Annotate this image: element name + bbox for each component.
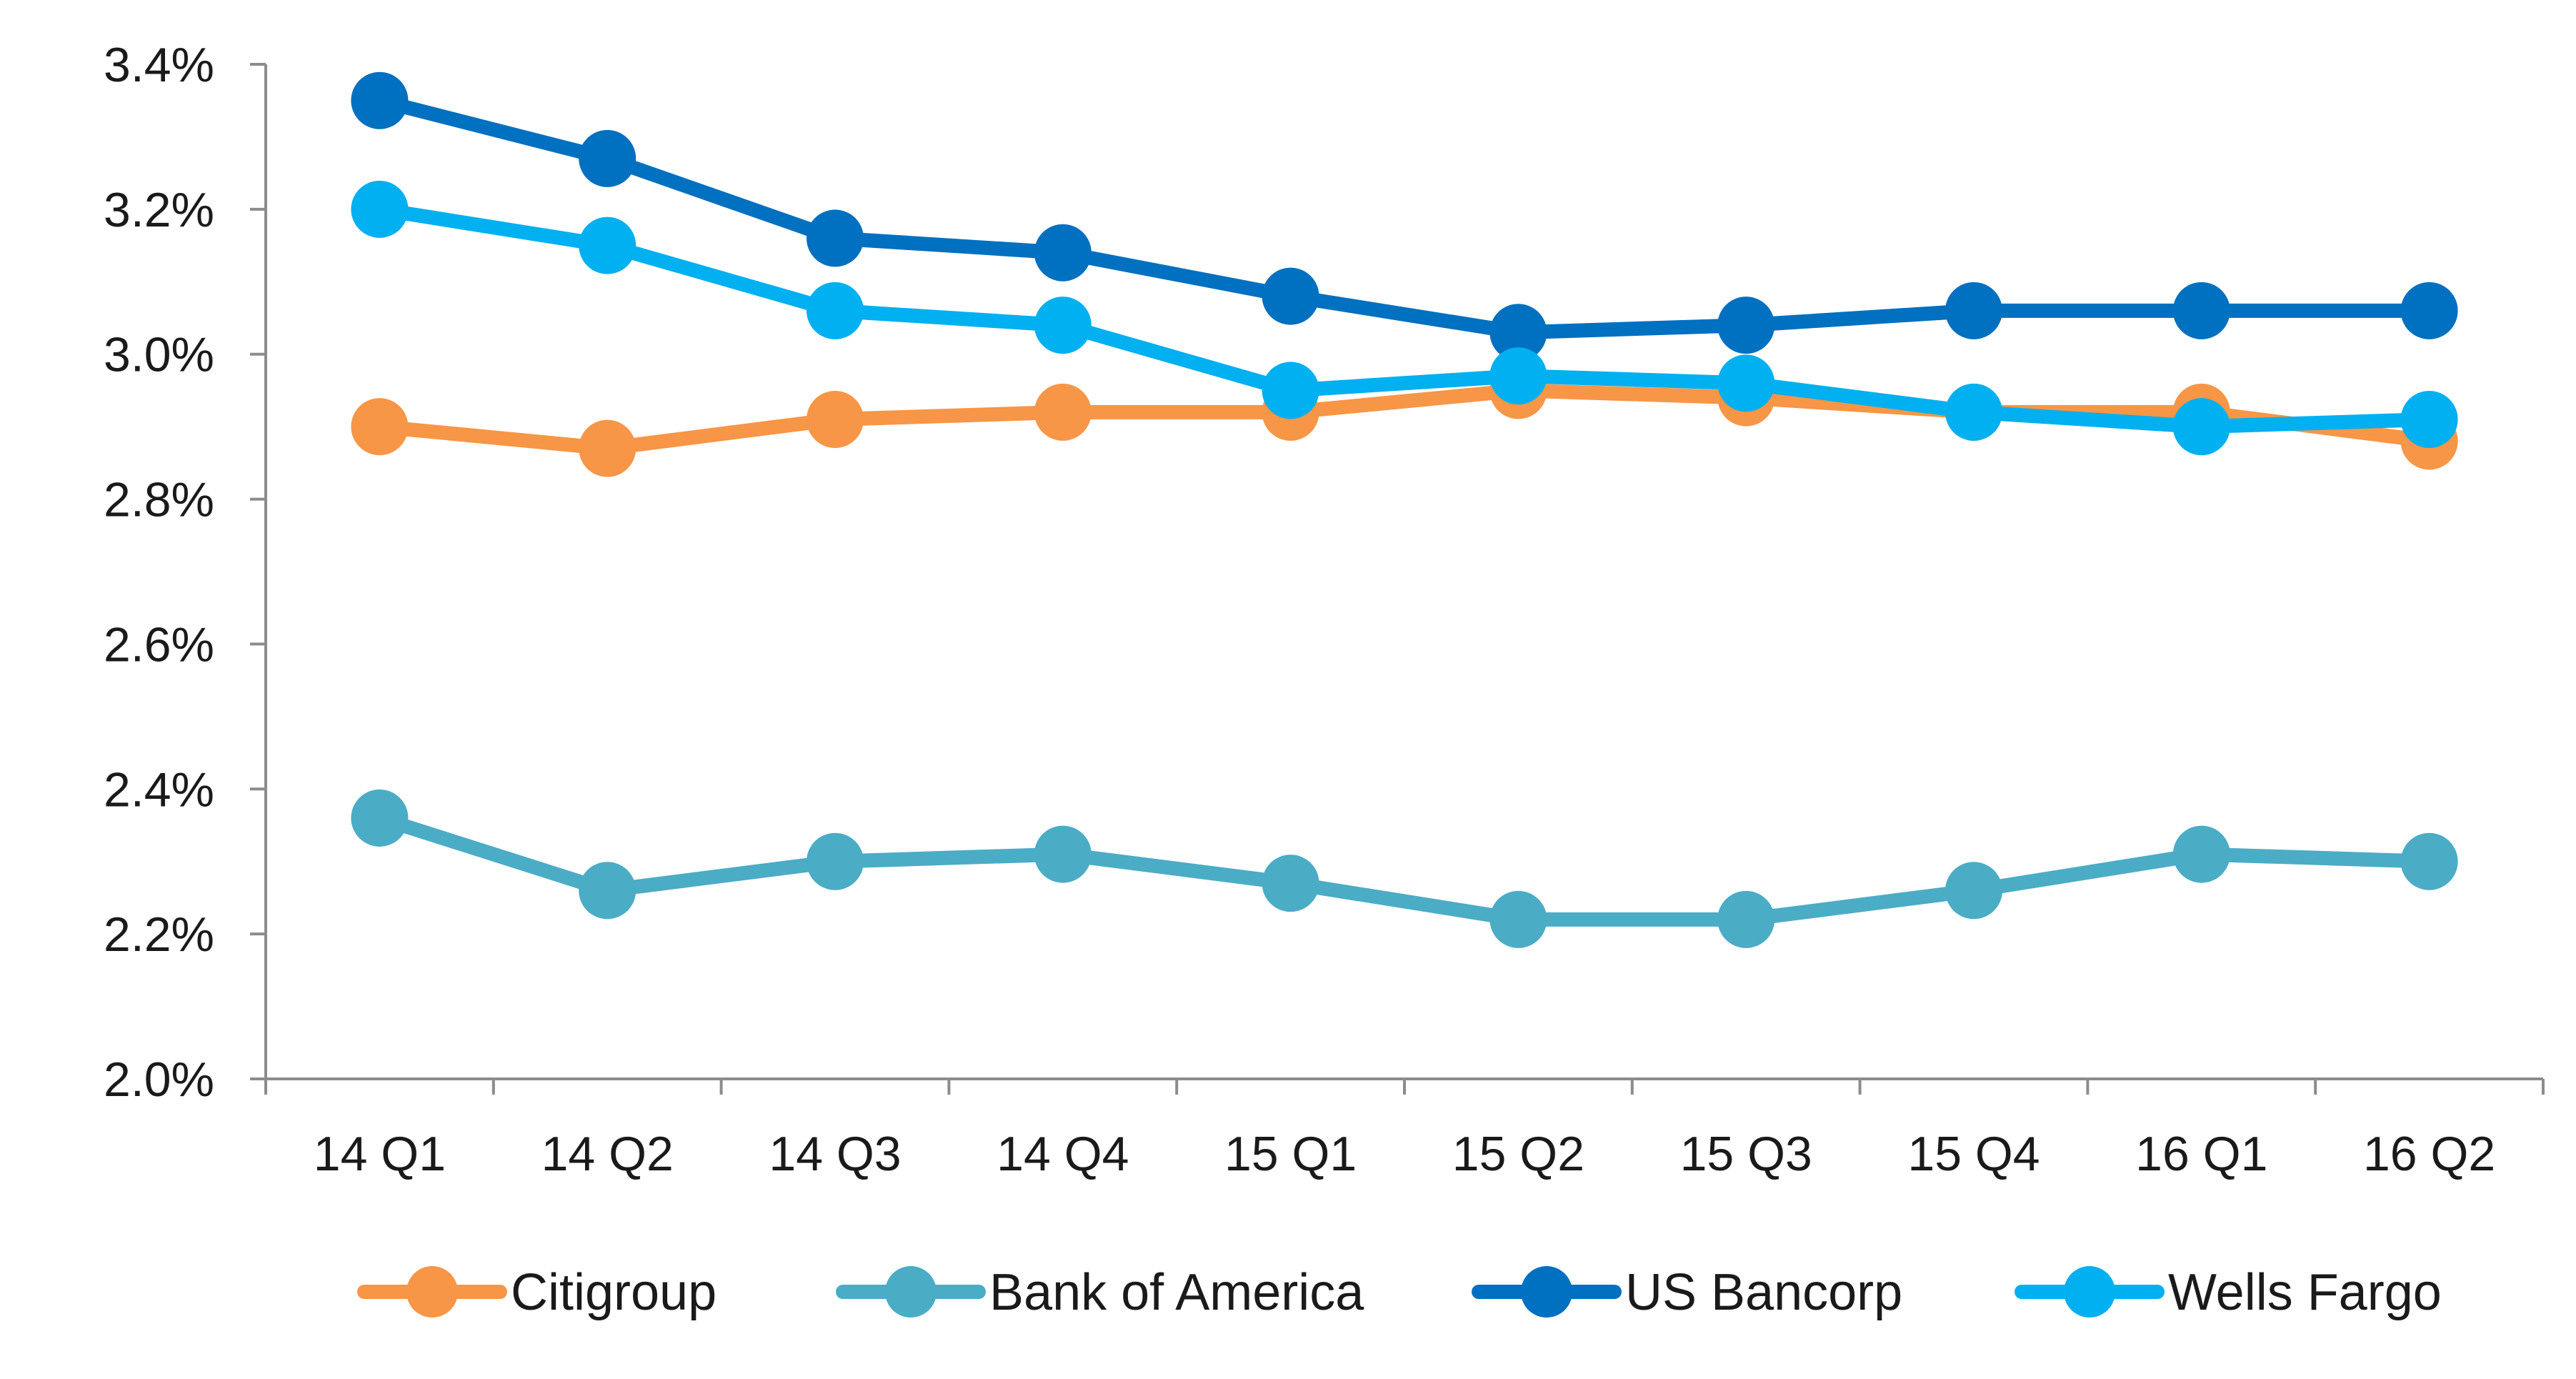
- y-tick-label: 2.4%: [104, 762, 214, 817]
- legend-marker: [885, 1266, 937, 1318]
- data-point-citigroup: [1034, 383, 1092, 441]
- data-point-wells-fargo: [807, 282, 864, 339]
- legend-marker: [1521, 1266, 1572, 1318]
- data-point-us-bancorp: [2400, 282, 2458, 339]
- data-point-bank-of-america: [2400, 832, 2458, 890]
- legend-item-bank-of-america: Bank of America: [836, 1264, 1364, 1321]
- y-tick-label: 2.8%: [104, 473, 214, 527]
- data-point-bank-of-america: [1489, 890, 1547, 948]
- x-tick-label: 15 Q2: [1452, 1127, 1584, 1181]
- x-tick-label: 14 Q4: [997, 1127, 1129, 1181]
- data-point-wells-fargo: [1945, 383, 2002, 441]
- x-tick-label: 14 Q2: [541, 1127, 674, 1181]
- data-point-bank-of-america: [1034, 825, 1092, 883]
- y-tick-label: 2.0%: [104, 1052, 214, 1107]
- data-point-us-bancorp: [2172, 282, 2230, 339]
- data-point-us-bancorp: [1262, 267, 1319, 325]
- legend-marker: [406, 1266, 458, 1318]
- data-point-bank-of-america: [2172, 825, 2230, 883]
- data-point-us-bancorp: [1945, 282, 2002, 339]
- data-point-us-bancorp: [351, 71, 409, 129]
- series-line-bank-of-america: [372, 810, 2437, 927]
- data-point-us-bancorp: [807, 209, 864, 267]
- axes: 2.0% 2.2% 2.4% 2.6% 2.8% 3.0% 3.2% 3.4% 14 Q1 14 …: [104, 38, 2545, 1181]
- x-tick-label: 15 Q4: [1907, 1127, 2040, 1181]
- series-wells-fargo: [351, 180, 2458, 456]
- data-point-bank-of-america: [1945, 862, 2002, 920]
- data-point-bank-of-america: [579, 862, 636, 920]
- y-tick-label: 2.6%: [104, 617, 214, 672]
- y-tick-label: 3.4%: [104, 38, 214, 92]
- series-layer: [351, 71, 2458, 948]
- data-point-wells-fargo: [1034, 297, 1092, 354]
- data-point-bank-of-america: [1262, 855, 1319, 912]
- legend-item-citigroup: Citigroup: [357, 1264, 717, 1321]
- x-tick-label: 15 Q1: [1224, 1127, 1357, 1181]
- legend-marker: [2064, 1266, 2115, 1318]
- data-point-wells-fargo: [351, 180, 409, 238]
- legend-label: US Bancorp: [1625, 1264, 1902, 1321]
- legend-item-wells-fargo: Wells Fargo: [2015, 1264, 2442, 1321]
- data-point-wells-fargo: [1489, 347, 1547, 405]
- data-point-wells-fargo: [579, 216, 636, 274]
- data-point-us-bancorp: [579, 129, 636, 187]
- data-point-wells-fargo: [2400, 391, 2458, 448]
- series-bank-of-america: [351, 789, 2458, 948]
- data-point-citigroup: [807, 391, 864, 448]
- data-point-us-bancorp: [1034, 224, 1092, 282]
- legend-label: Wells Fargo: [2168, 1264, 2442, 1321]
- data-point-citigroup: [579, 419, 636, 477]
- series-line-us-bancorp: [372, 93, 2437, 340]
- data-point-bank-of-america: [351, 789, 409, 847]
- data-point-us-bancorp: [1717, 297, 1775, 354]
- y-tick-label: 3.2%: [104, 183, 214, 237]
- legend: Citigroup Bank of America US Bancorp Wells …: [357, 1264, 2442, 1321]
- data-point-bank-of-america: [1717, 890, 1775, 948]
- x-tick-label: 16 Q1: [2135, 1127, 2267, 1181]
- series-line-wells-fargo: [372, 201, 2437, 434]
- legend-item-us-bancorp: US Bancorp: [1472, 1264, 1902, 1321]
- data-point-bank-of-america: [807, 832, 864, 890]
- y-tick-label: 2.2%: [104, 907, 214, 962]
- x-tick-label: 14 Q1: [314, 1127, 446, 1181]
- legend-label: Bank of America: [989, 1264, 1364, 1321]
- data-point-wells-fargo: [2172, 398, 2230, 456]
- series-us-bancorp: [351, 71, 2458, 362]
- data-point-citigroup: [351, 398, 409, 456]
- x-tick-label: 16 Q2: [2363, 1127, 2495, 1181]
- data-point-wells-fargo: [1262, 362, 1319, 419]
- y-tick-label: 3.0%: [104, 328, 214, 382]
- x-tick-label: 14 Q3: [769, 1127, 901, 1181]
- data-point-wells-fargo: [1717, 354, 1775, 412]
- data-point-us-bancorp: [1489, 304, 1547, 362]
- legend-label: Citigroup: [511, 1264, 717, 1321]
- series-line-citigroup: [372, 383, 2437, 456]
- x-tick-label: 15 Q3: [1680, 1127, 1812, 1181]
